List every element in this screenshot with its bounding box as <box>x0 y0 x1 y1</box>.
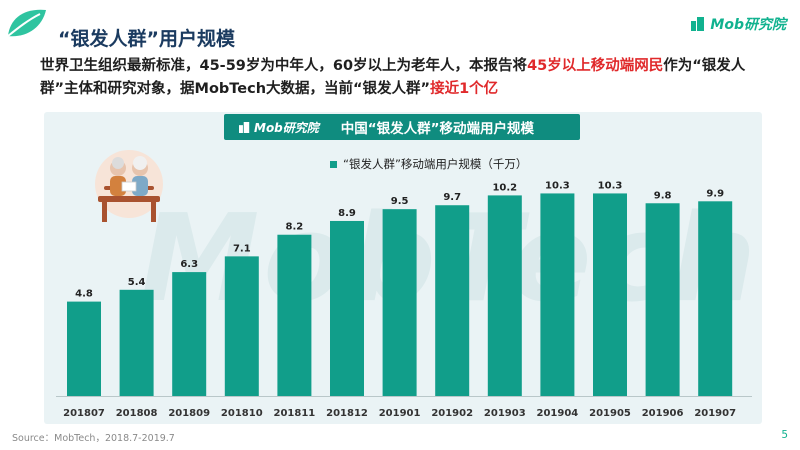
x-tick-201812: 201812 <box>326 408 368 419</box>
elderly-couple-illustration <box>95 150 163 222</box>
data-label-201906: 9.8 <box>654 190 672 201</box>
bar-201807 <box>67 301 101 396</box>
data-label-201902: 9.7 <box>443 192 461 203</box>
chart-title: 中国“银发人群”移动端用户规模 <box>340 121 535 137</box>
legend-label: “银发人群”移动端用户规模（千万） <box>343 157 528 171</box>
panel-brand: Mob研究院 <box>238 119 319 136</box>
data-label-201905: 10.3 <box>598 180 623 191</box>
data-label-201904: 10.3 <box>545 180 570 191</box>
source-note: Source：MobTech，2018.7-2019.7 <box>12 433 175 444</box>
x-tick-201903: 201903 <box>484 408 526 419</box>
data-label-201810: 7.1 <box>233 243 251 254</box>
chart-panel-header: Mob研究院 中国“银发人群”移动端用户规模 <box>224 114 580 140</box>
page-number: 5 <box>781 429 788 441</box>
brand-name: Mob研究院 <box>710 17 786 33</box>
bar-201902 <box>435 205 470 396</box>
data-label-201811: 8.2 <box>286 222 304 233</box>
page-title: “银发人群”用户规模 <box>58 28 235 50</box>
x-tick-201906: 201906 <box>642 408 684 419</box>
bar-201812 <box>330 220 364 396</box>
headline-part-2: 作为“银发人群”主体和研究对象，据MobTech大数据，当前“银发人群” <box>40 58 746 97</box>
brand-logo: Mob研究院 <box>690 14 786 34</box>
data-label-201903: 10.2 <box>492 182 517 193</box>
panel-brand-icon <box>239 121 250 133</box>
bar-201808 <box>119 289 154 396</box>
leaf-logo-icon <box>7 9 46 37</box>
x-tick-201902: 201902 <box>431 408 473 419</box>
x-tick-201901: 201901 <box>379 408 421 419</box>
headline-part-1: 世界卫生组织最新标准，45-59岁为中年人，60岁以上为老年人，本报告将 <box>40 58 528 74</box>
chart-legend: “银发人群”移动端用户规模（千万） <box>330 156 527 172</box>
bar-201907 <box>698 201 733 396</box>
headline-text: 世界卫生组织最新标准，45-59岁为中年人，60岁以上为老年人，本报告将45岁以… <box>40 55 770 101</box>
x-tick-201809: 201809 <box>168 408 210 419</box>
brand-building-icon <box>691 17 705 31</box>
x-tick-201808: 201808 <box>116 408 158 419</box>
data-label-201809: 6.3 <box>180 259 198 270</box>
bar-201901 <box>382 209 417 396</box>
x-tick-201904: 201904 <box>537 408 579 419</box>
panel-brand-name: Mob研究院 <box>254 120 319 135</box>
data-label-201808: 5.4 <box>128 277 146 288</box>
data-label-201812: 8.9 <box>338 208 356 219</box>
bar-201905 <box>593 193 627 396</box>
bar-201810 <box>224 256 259 396</box>
x-tick-201810: 201810 <box>221 408 263 419</box>
bar-201811 <box>277 234 312 396</box>
x-tick-201807: 201807 <box>63 408 105 419</box>
data-label-201907: 9.9 <box>706 188 724 199</box>
x-tick-201811: 201811 <box>274 408 316 419</box>
headline-highlight-2: 接近1个亿 <box>430 81 499 97</box>
bar-201906 <box>645 203 680 396</box>
bar-201904 <box>540 193 575 396</box>
bar-201809 <box>172 272 207 396</box>
data-label-201807: 4.8 <box>75 289 93 300</box>
x-tick-201905: 201905 <box>589 408 631 419</box>
bar-201903 <box>487 195 522 396</box>
data-label-201901: 9.5 <box>391 196 409 207</box>
legend-swatch <box>330 160 337 168</box>
headline-highlight-1: 45岁以上移动端网民 <box>527 58 664 74</box>
x-tick-201907: 201907 <box>694 408 736 419</box>
